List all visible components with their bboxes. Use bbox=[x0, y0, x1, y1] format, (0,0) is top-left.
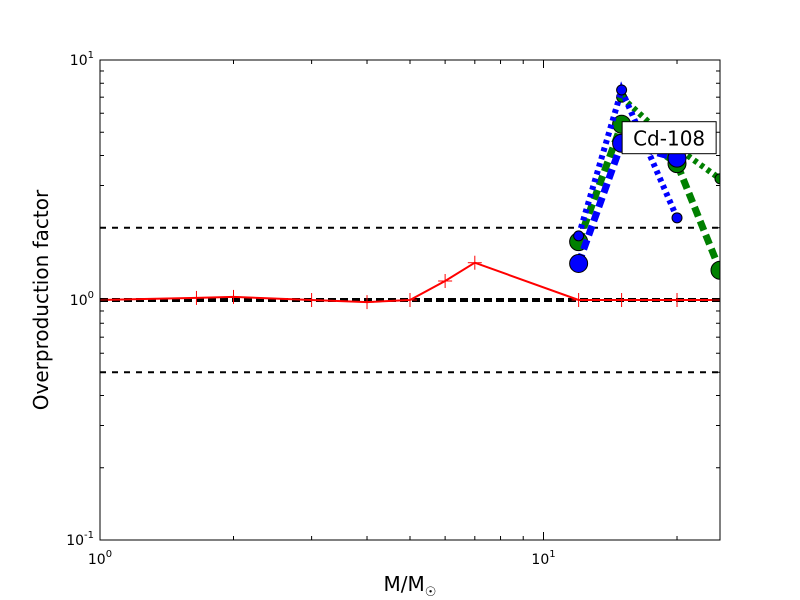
point-marker bbox=[671, 212, 683, 224]
point-marker bbox=[616, 84, 628, 96]
x-tick-label: 101 bbox=[531, 549, 555, 568]
x-axis-title: M/M☉ bbox=[384, 572, 437, 600]
y-tick-label: 100 bbox=[70, 290, 94, 309]
y-axis-title: Overproduction factor bbox=[29, 189, 53, 410]
series-1 bbox=[573, 81, 683, 242]
x-tick-label: 100 bbox=[88, 549, 112, 568]
point-marker bbox=[714, 173, 720, 185]
y-tick-label: 10-1 bbox=[66, 530, 94, 549]
annotation-layer: Cd-108 bbox=[621, 121, 717, 155]
point-marker bbox=[569, 253, 589, 273]
point-marker bbox=[710, 260, 720, 280]
series-0 bbox=[100, 255, 720, 310]
annotation-box bbox=[621, 121, 717, 155]
y-tick-label: 101 bbox=[70, 50, 94, 69]
point-marker bbox=[573, 230, 585, 242]
annotation-label: Cd-108 bbox=[633, 127, 705, 151]
